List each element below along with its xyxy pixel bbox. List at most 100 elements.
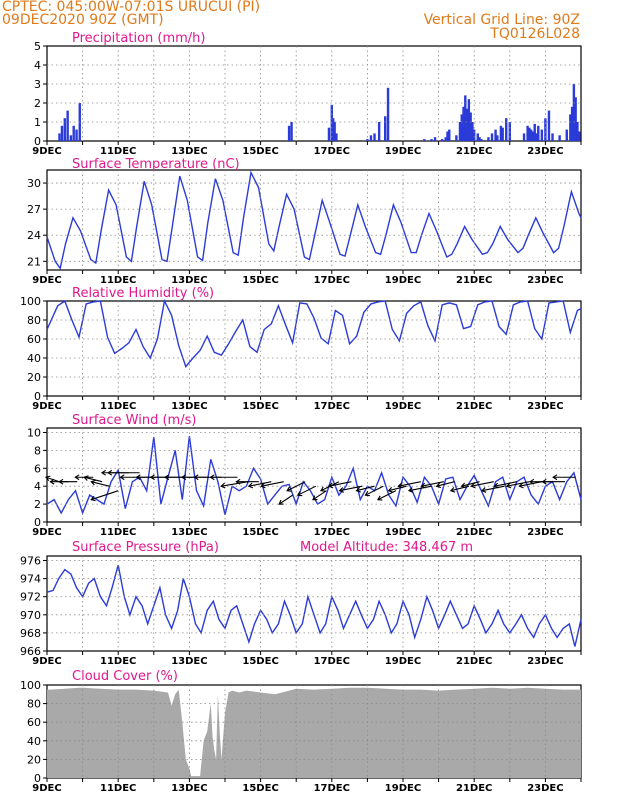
wind-arrowhead [552,474,558,481]
precip-bar [423,139,426,141]
x-tick-label: 21DEC [456,783,492,794]
precip-bar [72,125,75,141]
y-tick-label: 8 [34,444,41,457]
precip-bar [448,129,451,141]
wind-arrowhead [327,482,334,489]
y-tick-label: 24 [27,229,41,242]
x-tick-label: 19DEC [385,401,421,412]
precip-bar [332,118,335,141]
precip-bar [540,129,544,141]
y-tick-label: 2 [34,97,41,110]
precip-bar [386,87,390,141]
wind-vector [356,485,375,492]
x-tick-label: 11DEC [100,275,136,286]
wind-arrowhead [355,487,361,493]
x-tick-label: 21DEC [456,401,492,412]
wind-vector [481,485,505,492]
precip-bar [430,139,433,141]
precip-bar [60,125,64,141]
precip-bar [574,97,577,141]
wind-arrowhead [435,482,442,489]
precip-bar [528,127,531,141]
precip-bar [464,95,467,141]
precip-bar [471,122,474,141]
x-tick-label: 19DEC [385,783,421,794]
panel-title: Surface Temperature (nC) [72,157,240,172]
precip-bar [384,116,387,141]
precip-bar [576,122,579,141]
precip-bar [373,133,376,141]
y-tick-label: 970 [20,609,41,622]
panel-frame [46,555,582,652]
x-tick-label: 21DEC [456,656,492,667]
x-tick-label: 17DEC [314,401,350,412]
temp-line [46,170,582,270]
x-tick-label: 9DEC [32,146,61,157]
wind-arrowhead [49,478,55,485]
y-tick-label: 1 [34,116,41,129]
precip-bar [558,135,561,141]
x-tick-label: 15DEC [242,401,278,412]
precip-bar [465,108,469,141]
precip-bar [529,129,533,141]
wind-vector [339,485,363,492]
precip-bar [570,106,574,141]
precip-bar [462,106,465,141]
precip-bar [526,125,529,141]
x-tick-label: 21DEC [456,527,492,538]
x-tick-label: 13DEC [171,401,207,412]
wind-vector [328,481,352,487]
precip-bar [499,125,503,141]
y-tick-label: 40 [27,352,41,365]
x-tick-label: 17DEC [314,527,350,538]
y-tick-label: 5 [34,40,41,53]
x-tick-label: 11DEC [100,527,136,538]
x-tick-label: 21DEC [456,146,492,157]
wind-arrowhead [387,487,394,493]
x-tick-label: 11DEC [100,783,136,794]
precip-bar [369,135,373,141]
precip-bar [287,125,291,141]
precip-bar [458,122,462,141]
y-tick-label: 20 [27,371,41,384]
x-tick-label: 13DEC [171,783,207,794]
precip-bar [469,112,472,141]
precip-bar [569,114,572,141]
precip-bar [455,135,458,141]
wind-vector [248,481,272,487]
x-tick-label: 11DEC [100,146,136,157]
precip-bar [572,84,576,141]
wind-arrowhead [312,495,318,501]
x-tick-label: 23DEC [527,146,563,157]
precip-bar [522,133,526,141]
wind-arrowhead [420,482,426,489]
wind-arrowhead [90,495,96,502]
precip-bar [551,133,554,141]
wind-arrowhead [460,482,466,489]
precip-bar [547,110,551,141]
precip-bar [327,127,331,141]
x-tick-label: 11DEC [100,656,136,667]
wind-arrowhead [518,482,524,489]
wind-vector [297,485,317,496]
wind-arrowhead [100,469,106,476]
y-tick-label: 976 [20,555,41,568]
header-code: TQ0126L028 [490,26,580,42]
header-station: CPTEC: 045:00W-07:01S URUCUI (PI) [2,0,261,15]
wind-arrowhead [505,482,512,489]
wind-arrowhead [480,487,487,493]
wind-arrowhead [135,474,141,481]
x-tick-label: 21DEC [456,275,492,286]
wind-arrowhead [541,478,547,485]
wind-vector [261,481,284,487]
x-tick-label: 15DEC [242,275,278,286]
wind-vector [221,481,249,487]
precip-bar [58,133,61,141]
precip-bar [476,133,479,141]
x-tick-label: 17DEC [314,783,350,794]
precip-bar [460,114,463,141]
x-tick-label: 9DEC [32,527,61,538]
x-tick-label: 17DEC [314,146,350,157]
wind-arrowhead [364,491,370,497]
precip-bar [505,118,508,141]
